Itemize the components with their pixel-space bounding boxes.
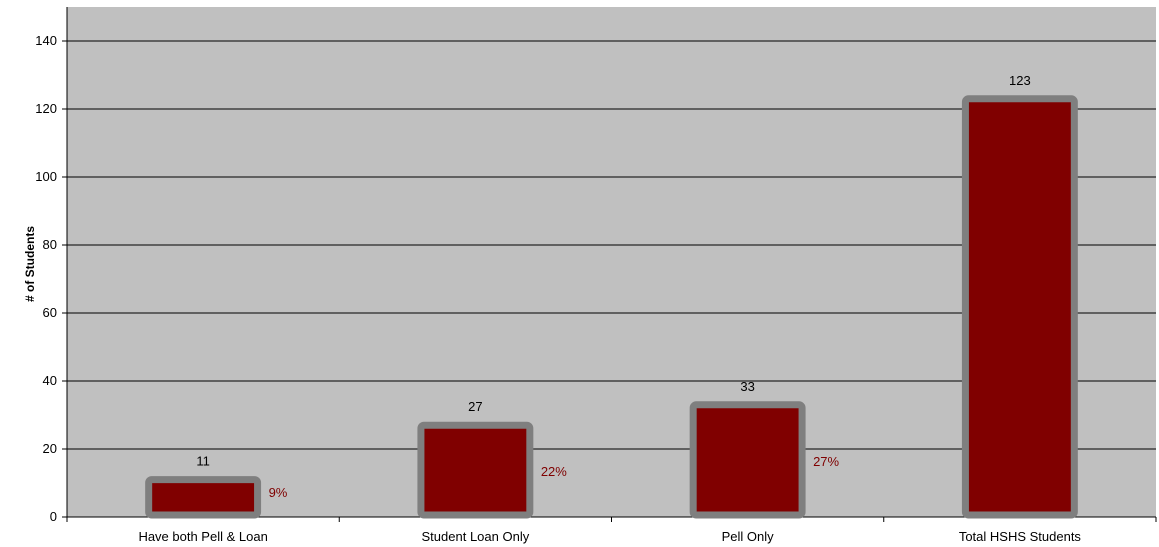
y-tick-label: 60 <box>43 305 57 320</box>
x-category-label: Student Loan Only <box>422 529 530 544</box>
bar <box>961 95 1078 519</box>
bars <box>145 95 1078 519</box>
y-tick-label: 80 <box>43 237 57 252</box>
y-axis-title: # of Students <box>23 226 37 302</box>
y-tick-label: 140 <box>35 33 57 48</box>
y-tick-label: 0 <box>50 509 57 524</box>
y-tick-label: 120 <box>35 101 57 116</box>
y-tick-label: 40 <box>43 373 57 388</box>
y-tick-label: 100 <box>35 169 57 184</box>
percent-label: 9% <box>269 485 288 500</box>
percent-label: 27% <box>813 454 839 469</box>
data-label: 33 <box>740 379 754 394</box>
data-label: 11 <box>196 454 210 469</box>
percent-label: 22% <box>541 464 567 479</box>
data-label: 123 <box>1009 73 1031 88</box>
bar <box>417 421 534 519</box>
bar <box>689 401 806 519</box>
x-category-label: Total HSHS Students <box>959 529 1082 544</box>
x-category-label: Pell Only <box>722 529 775 544</box>
bar <box>145 476 262 519</box>
x-category-label: Have both Pell & Loan <box>138 529 267 544</box>
labels: 0 20 40 60 80 100 120 140 11 9% Have both Pell & L… <box>35 33 1081 544</box>
y-tick-label: 20 <box>43 441 57 456</box>
data-label: 27 <box>468 399 482 414</box>
